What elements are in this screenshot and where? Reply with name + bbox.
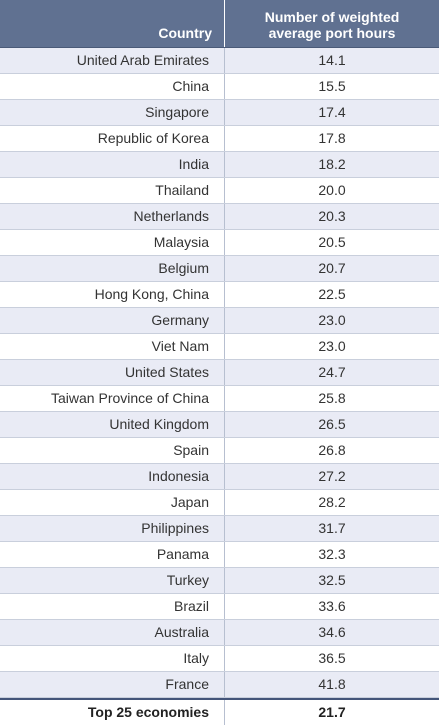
country-cell: Malaysia xyxy=(0,230,225,255)
port-hours-header-line1: Number of weighted xyxy=(264,8,400,25)
value-cell: 18.2 xyxy=(318,156,346,172)
total-row: Top 25 economies 21.7 xyxy=(0,698,439,725)
total-value: 21.7 xyxy=(318,704,346,720)
table-row: Taiwan Province of China 25.8 xyxy=(0,386,439,412)
value-cell: 31.7 xyxy=(318,520,346,536)
country-cell: Hong Kong, China xyxy=(0,282,225,307)
table-row: Hong Kong, China 22.5 xyxy=(0,282,439,308)
country-cell: Republic of Korea xyxy=(0,126,225,151)
value-cell: 25.8 xyxy=(318,390,346,406)
country-cell: Brazil xyxy=(0,594,225,619)
country-cell: Indonesia xyxy=(0,464,225,489)
value-cell: 15.5 xyxy=(318,78,346,94)
table-row: Germany 23.0 xyxy=(0,308,439,334)
table-row: Thailand 20.0 xyxy=(0,178,439,204)
table-row: Brazil 33.6 xyxy=(0,594,439,620)
country-cell: India xyxy=(0,152,225,177)
port-hours-header-line2: average port hours xyxy=(268,24,396,41)
country-cell: Spain xyxy=(0,438,225,463)
value-cell: 26.5 xyxy=(318,416,346,432)
value-cell: 32.3 xyxy=(318,546,346,562)
country-cell: Netherlands xyxy=(0,204,225,229)
value-cell: 26.8 xyxy=(318,442,346,458)
country-cell: Italy xyxy=(0,646,225,671)
country-cell: Germany xyxy=(0,308,225,333)
value-cell: 20.3 xyxy=(318,208,346,224)
table-row: Panama 32.3 xyxy=(0,542,439,568)
table-row: India 18.2 xyxy=(0,152,439,178)
table-row: China 15.5 xyxy=(0,74,439,100)
table-row: Indonesia 27.2 xyxy=(0,464,439,490)
country-cell: Japan xyxy=(0,490,225,515)
table-row: United Arab Emirates 14.1 xyxy=(0,48,439,74)
country-column-header: Country xyxy=(0,0,225,47)
table-row: Japan 28.2 xyxy=(0,490,439,516)
table-row: United Kingdom 26.5 xyxy=(0,412,439,438)
country-cell: Viet Nam xyxy=(0,334,225,359)
value-cell: 23.0 xyxy=(318,338,346,354)
value-cell: 24.7 xyxy=(318,364,346,380)
table-row: Italy 36.5 xyxy=(0,646,439,672)
value-cell: 17.4 xyxy=(318,104,346,120)
country-cell: United Arab Emirates xyxy=(0,48,225,73)
table-row: Viet Nam 23.0 xyxy=(0,334,439,360)
table-row: Spain 26.8 xyxy=(0,438,439,464)
country-cell: Turkey xyxy=(0,568,225,593)
value-cell: 41.8 xyxy=(318,676,346,692)
value-cell: 32.5 xyxy=(318,572,346,588)
country-cell: China xyxy=(0,74,225,99)
table-row: Philippines 31.7 xyxy=(0,516,439,542)
value-cell: 33.6 xyxy=(318,598,346,614)
value-cell: 36.5 xyxy=(318,650,346,666)
country-cell: France xyxy=(0,672,225,697)
country-cell: Thailand xyxy=(0,178,225,203)
country-cell: Australia xyxy=(0,620,225,645)
total-label: Top 25 economies xyxy=(0,700,225,725)
table-row: Belgium 20.7 xyxy=(0,256,439,282)
value-cell: 14.1 xyxy=(318,52,346,68)
value-cell: 27.2 xyxy=(318,468,346,484)
country-cell: Belgium xyxy=(0,256,225,281)
value-cell: 20.0 xyxy=(318,182,346,198)
table-row: Singapore 17.4 xyxy=(0,100,439,126)
value-cell: 20.7 xyxy=(318,260,346,276)
table-row: Turkey 32.5 xyxy=(0,568,439,594)
value-cell: 34.6 xyxy=(318,624,346,640)
value-cell: 17.8 xyxy=(318,130,346,146)
value-cell: 22.5 xyxy=(318,286,346,302)
country-cell: Singapore xyxy=(0,100,225,125)
table-row: Republic of Korea 17.8 xyxy=(0,126,439,152)
value-cell: 23.0 xyxy=(318,312,346,328)
value-cell: 20.5 xyxy=(318,234,346,250)
table-row: Malaysia 20.5 xyxy=(0,230,439,256)
country-cell: Taiwan Province of China xyxy=(0,386,225,411)
country-cell: United States xyxy=(0,360,225,385)
table-row: United States 24.7 xyxy=(0,360,439,386)
country-cell: Philippines xyxy=(0,516,225,541)
value-cell: 28.2 xyxy=(318,494,346,510)
country-cell: Panama xyxy=(0,542,225,567)
port-hours-column-header: Number of weighted average port hours xyxy=(225,0,439,47)
table-row: Australia 34.6 xyxy=(0,620,439,646)
table-body: United Arab Emirates 14.1 China 15.5 Singa… xyxy=(0,48,439,698)
table-row: France 41.8 xyxy=(0,672,439,698)
country-cell: United Kingdom xyxy=(0,412,225,437)
table-header: Country Number of weighted average port … xyxy=(0,0,439,48)
table-row: Netherlands 20.3 xyxy=(0,204,439,230)
